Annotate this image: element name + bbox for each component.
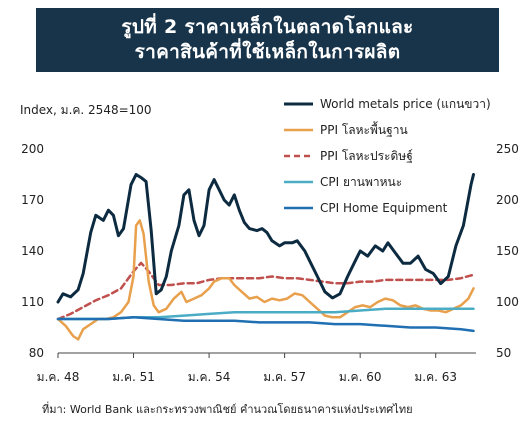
x-tick-label-4: ม.ค. 60 [339,370,382,384]
series-line-0 [56,173,475,304]
y-tick-right-2: 150 [496,244,519,258]
legend-label-4: CPI Home Equipment [320,201,448,215]
y-tick-right-3: 200 [496,193,519,207]
x-ticks: ม.ค. 48 ม.ค. 51 ม.ค. 54 ม.ค. 57 ม.ค. 60 ม.ค. … [37,353,457,384]
series-group [56,173,475,341]
y-axis-left-label: Index, ม.ค. 2548=100 [20,103,152,117]
y-tick-left-4: 200 [21,142,44,156]
chart-title-line-1: รูปที่ 2 ราคาเหล็กในตลาดโลกและ [121,16,414,38]
x-tick-label-2: ม.ค. 54 [188,370,231,384]
legend-label-1: PPI โลหะพื้นฐาน [320,121,408,137]
y-tick-left-2: 140 [21,244,44,258]
legend-label-3: CPI ยานพาหนะ [320,175,402,189]
y-ticks-right: 50 100 150 200 250 [496,142,519,360]
y-tick-right-0: 50 [496,346,511,360]
x-tick-label-5: ม.ค. 63 [414,370,457,384]
y-tick-left-1: 110 [21,295,44,309]
legend: World metals price (แกนขวา) PPI โลหะพื้นฐ… [284,97,491,215]
series-line-4 [56,316,475,333]
y-ticks-left: 80 110 140 170 200 [21,142,44,360]
x-tick-label-1: ม.ค. 51 [112,370,155,384]
chart-title-banner: รูปที่ 2 ราคาเหล็กในตลาดโลกและ ราคาสินค้… [36,8,499,72]
legend-label-2: PPI โลหะประดิษฐ์ [320,149,413,163]
series-line-2 [56,261,475,321]
series-line-1 [56,219,475,341]
chart-title-line-2: ราคาสินค้าที่ใช้เหล็กในการผลิต [134,41,401,63]
y-tick-left-3: 170 [21,193,44,207]
y-tick-right-1: 100 [496,295,519,309]
y-tick-right-4: 250 [496,142,519,156]
legend-label-0: World metals price (แกนขวา) [320,97,491,111]
x-tick-label-0: ม.ค. 48 [37,370,80,384]
y-tick-left-0: 80 [29,346,44,360]
source-note: ที่มา: World Bank และกระทรวงพาณิชย์ คำนว… [42,401,413,416]
x-tick-label-3: ม.ค. 57 [263,370,306,384]
